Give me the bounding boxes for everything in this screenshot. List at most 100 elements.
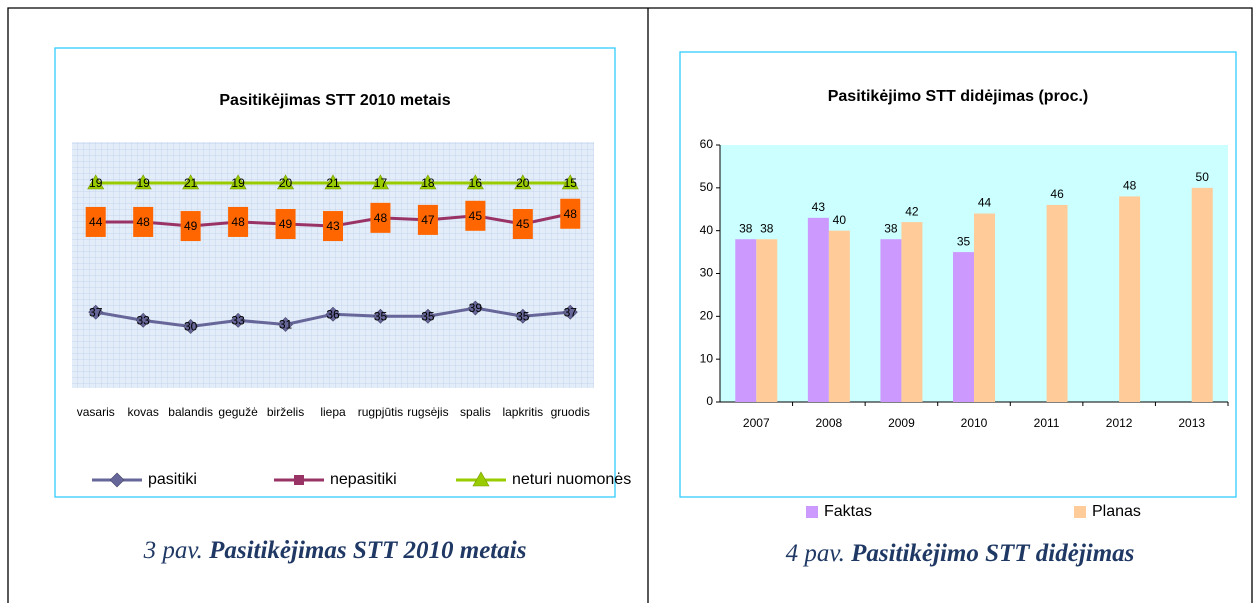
- bar: [974, 213, 995, 402]
- bar: [901, 222, 923, 402]
- data-label: 17: [374, 176, 388, 190]
- marker: [134, 174, 152, 190]
- data-label: 48: [564, 207, 578, 221]
- marker: [562, 304, 578, 320]
- data-label: 42: [905, 204, 919, 218]
- x-tick-label: 2009: [888, 416, 915, 430]
- legend-swatch: [1074, 506, 1086, 518]
- x-tick-label: kovas: [128, 405, 159, 419]
- data-label: 19: [137, 176, 151, 190]
- caption: 4 pav. Pasitikėjimo STT didėjimas: [786, 540, 1135, 567]
- label-box: [180, 211, 201, 242]
- bar: [756, 239, 778, 402]
- legend-marker: [294, 475, 304, 485]
- bar: [807, 217, 829, 402]
- x-tick-label: 2013: [1178, 416, 1205, 430]
- x-tick-label: liepa: [320, 405, 346, 419]
- data-label: 15: [564, 176, 578, 190]
- label-box: [323, 211, 343, 242]
- data-label: 21: [326, 176, 340, 190]
- marker: [371, 174, 389, 190]
- data-label: 37: [89, 305, 103, 319]
- data-label: 31: [279, 318, 293, 332]
- marker: [373, 308, 388, 324]
- x-tick-label: gegužė: [218, 405, 258, 419]
- data-label: 38: [760, 221, 774, 235]
- label-box: [228, 206, 249, 237]
- x-tick-label: 2012: [1106, 416, 1133, 430]
- data-label: 40: [833, 213, 847, 227]
- bar: [1191, 187, 1213, 402]
- data-label: 30: [184, 320, 198, 334]
- data-label: 49: [184, 219, 198, 233]
- x-tick-label: 2010: [961, 416, 988, 430]
- label-box: [85, 206, 106, 237]
- caption: 3 pav. Pasitikėjimas STT 2010 metais: [143, 537, 527, 564]
- marker: [135, 312, 151, 328]
- data-label: 35: [421, 309, 435, 323]
- marker: [229, 174, 247, 190]
- data-label: 43: [812, 200, 826, 214]
- marker: [420, 308, 436, 324]
- caption-prefix: 3 pav.: [143, 537, 203, 564]
- legend-label: Faktas: [824, 503, 872, 520]
- marker: [230, 312, 246, 328]
- x-tick-label: 2008: [816, 416, 843, 430]
- caption-prefix: 4 pav.: [786, 540, 845, 567]
- marker: [467, 300, 483, 316]
- x-tick-label: vasaris: [77, 405, 115, 419]
- marker: [324, 174, 342, 190]
- x-tick-label: balandis: [168, 405, 213, 419]
- data-label: 16: [469, 176, 483, 190]
- y-tick-label: 60: [700, 137, 714, 151]
- data-label: 35: [516, 309, 530, 323]
- x-tick-label: gruodis: [551, 405, 590, 419]
- marker: [88, 304, 104, 320]
- marker: [182, 174, 200, 190]
- data-label: 38: [739, 221, 753, 235]
- y-tick-label: 50: [700, 180, 714, 194]
- data-label: 46: [1050, 187, 1064, 201]
- legend-label: nepasitiki: [330, 471, 397, 488]
- marker: [277, 174, 295, 190]
- data-label: 19: [89, 176, 103, 190]
- marker: [515, 308, 531, 324]
- marker: [278, 317, 293, 332]
- data-label: 44: [89, 215, 103, 229]
- data-label: 49: [279, 217, 293, 231]
- data-label: 36: [326, 307, 340, 321]
- label-box: [417, 204, 438, 235]
- y-tick-label: 30: [700, 266, 714, 280]
- caption-text: Pasitikėjimo STT didėjimas: [850, 540, 1134, 567]
- marker: [514, 174, 532, 190]
- data-label: 48: [1123, 179, 1137, 193]
- data-label: 48: [374, 211, 388, 225]
- marker: [325, 306, 341, 322]
- y-tick-label: 10: [700, 351, 714, 365]
- data-label: 20: [516, 176, 530, 190]
- x-tick-label: birželis: [267, 405, 304, 419]
- table-border: [7, 7, 1253, 603]
- data-label: 33: [137, 314, 151, 328]
- legend-marker: [109, 472, 125, 488]
- data-label: 18: [421, 176, 435, 190]
- legend-label: neturi nuomonės: [512, 471, 631, 488]
- marker: [561, 174, 579, 190]
- data-label: 45: [469, 209, 483, 223]
- bar: [1046, 204, 1068, 402]
- marker: [466, 174, 484, 190]
- label-box: [465, 200, 486, 231]
- data-label: 48: [137, 215, 151, 229]
- x-tick-label: rugpjūtis: [358, 405, 403, 419]
- data-label: 38: [884, 221, 898, 235]
- y-tick-label: 20: [700, 309, 714, 323]
- marker: [183, 319, 199, 334]
- chart-title: Pasitikėjimas STT 2010 metais: [219, 92, 450, 109]
- x-tick-label: 2007: [743, 416, 770, 430]
- x-tick-label: spalis: [460, 405, 491, 419]
- x-tick-label: 2011: [1034, 416, 1060, 430]
- marker: [419, 174, 437, 190]
- label-box: [512, 209, 533, 239]
- caption-text: Pasitikėjimas STT 2010 metais: [208, 537, 526, 564]
